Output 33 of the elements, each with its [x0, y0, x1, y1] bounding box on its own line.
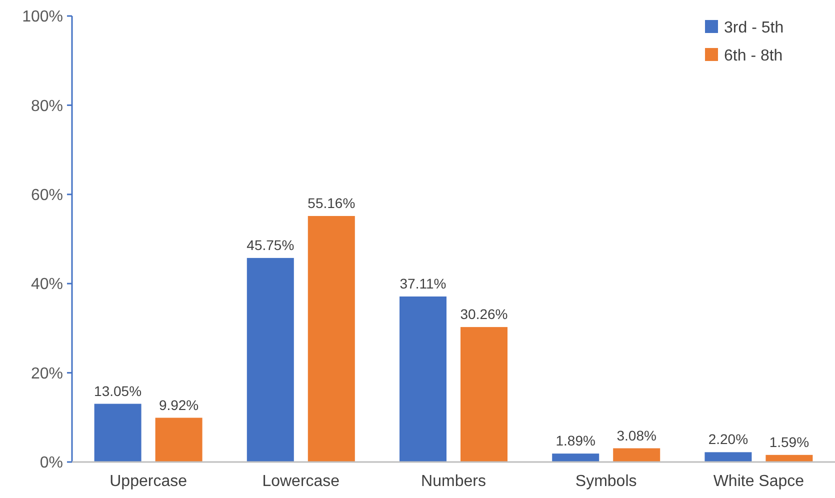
- bar: [460, 327, 508, 462]
- x-tick-label: White Sapce: [713, 473, 804, 490]
- data-label: 37.11%: [400, 275, 446, 292]
- data-label: 13.05%: [94, 382, 142, 399]
- bar: [704, 452, 752, 462]
- x-tick-label: Symbols: [575, 473, 637, 490]
- bar: [766, 454, 813, 462]
- x-tick-label: Lowercase: [262, 473, 340, 490]
- bar: [613, 448, 660, 462]
- y-tick-label: 40%: [30, 276, 63, 294]
- legend-label: 6th - 8th: [724, 48, 783, 65]
- bar: [552, 454, 600, 462]
- legend-label: 3rd - 5th: [724, 20, 784, 37]
- y-tick-label: 0%: [40, 454, 63, 472]
- y-tick-label: 60%: [30, 187, 63, 204]
- data-label: 45.75%: [246, 236, 294, 253]
- bar: [155, 418, 202, 462]
- y-tick-label: 80%: [30, 98, 63, 115]
- bar: [308, 216, 355, 462]
- bar: [94, 404, 142, 462]
- data-label: 9.92%: [158, 396, 199, 413]
- data-label: 1.59%: [769, 434, 810, 450]
- x-tick-label: Numbers: [421, 473, 486, 490]
- data-label: 1.89%: [556, 432, 596, 449]
- data-label: 2.20%: [708, 431, 748, 448]
- data-label: 30.26%: [460, 306, 508, 322]
- bar: [246, 258, 294, 462]
- data-label: 55.16%: [308, 194, 356, 211]
- bar: [400, 296, 446, 462]
- x-tick-label: Uppercase: [110, 473, 188, 490]
- data-label: 3.08%: [616, 427, 656, 444]
- y-tick-label: 20%: [30, 365, 63, 382]
- y-tick-label: 100%: [22, 8, 63, 26]
